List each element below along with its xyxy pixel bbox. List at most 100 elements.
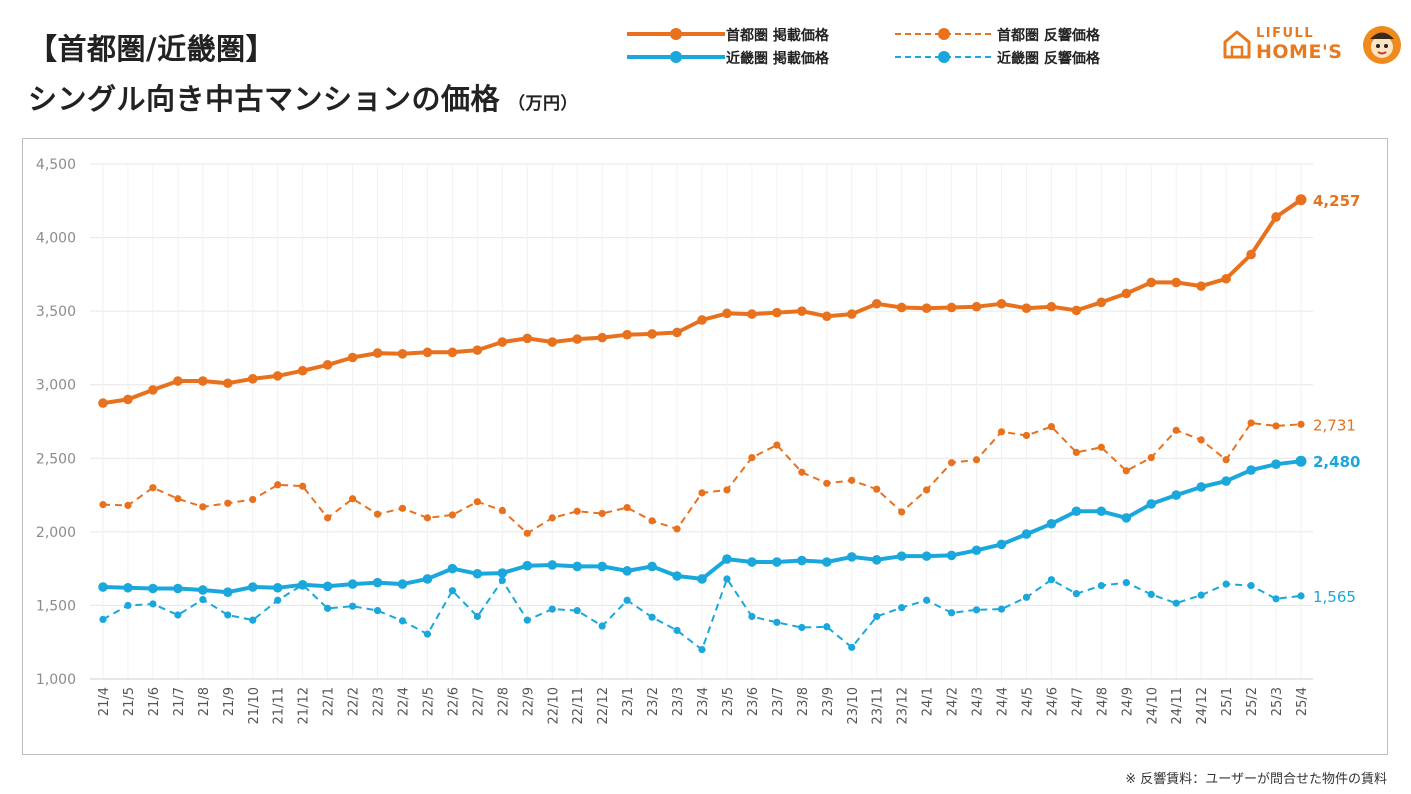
data-point — [422, 347, 433, 358]
x-tick-label: 25/1 — [1220, 687, 1235, 716]
data-point — [748, 453, 756, 462]
data-point — [672, 571, 682, 581]
data-point — [1121, 513, 1132, 523]
data-point — [1197, 436, 1205, 444]
data-point — [274, 481, 282, 489]
x-tick-label: 24/11 — [1170, 687, 1185, 724]
data-point — [1222, 456, 1230, 464]
data-point — [397, 349, 408, 359]
data-point — [1247, 581, 1255, 590]
data-point — [647, 561, 657, 572]
data-point — [598, 509, 606, 518]
data-point — [249, 495, 257, 504]
data-point — [297, 580, 308, 590]
data-point — [1046, 518, 1057, 529]
data-point — [946, 302, 957, 313]
data-point — [873, 612, 881, 621]
x-tick-label: 22/11 — [571, 687, 586, 724]
end-value-label: 4,257 — [1313, 192, 1360, 210]
data-point — [573, 507, 581, 515]
data-point — [149, 600, 157, 608]
data-point — [448, 511, 457, 519]
data-point — [299, 482, 307, 490]
data-point — [1147, 590, 1155, 598]
data-point — [698, 489, 706, 497]
data-point — [697, 574, 707, 584]
data-point — [747, 309, 757, 319]
data-point — [672, 327, 682, 338]
legend-swatches-left — [627, 28, 725, 63]
data-point — [1097, 443, 1105, 451]
legend-marker-kinki-response — [938, 51, 950, 63]
x-tick-label: 22/1 — [322, 687, 337, 716]
data-point — [1022, 593, 1031, 601]
x-tick-label: 21/11 — [272, 687, 287, 724]
data-point — [1072, 590, 1080, 598]
logo-text-lifull: LIFULL — [1256, 26, 1315, 41]
data-point — [322, 581, 333, 592]
data-point — [748, 612, 756, 621]
data-point — [848, 643, 856, 651]
data-point — [1096, 506, 1107, 517]
data-point — [846, 309, 857, 319]
legend-label-tokyo-response: 首都圏 反響価格 — [997, 28, 1100, 44]
data-point — [1022, 431, 1031, 440]
x-tick-label: 25/4 — [1295, 687, 1310, 716]
data-point — [1146, 277, 1157, 288]
y-tick-label: 3,500 — [36, 304, 76, 320]
data-point — [123, 394, 133, 405]
data-point — [797, 306, 807, 316]
data-point — [898, 604, 906, 612]
legend-label-kinki-listing: 近畿圏 掲載価格 — [726, 51, 829, 67]
data-point — [921, 551, 932, 561]
y-tick-label: 2,500 — [36, 451, 76, 467]
data-point — [224, 499, 232, 507]
x-tick-label: 23/8 — [796, 687, 811, 716]
lifull-homes-logo: LIFULL HOME'S — [1222, 24, 1402, 66]
x-tick-label: 23/7 — [771, 687, 786, 716]
data-point — [324, 514, 332, 522]
y-tick-label: 1,000 — [36, 672, 76, 688]
y-tick-label: 2,000 — [36, 525, 76, 541]
legend-label-tokyo-listing: 首都圏 掲載価格 — [726, 28, 829, 44]
x-tick-label: 23/10 — [846, 687, 861, 724]
x-tick-label: 24/9 — [1120, 687, 1135, 716]
x-tick-label: 22/2 — [347, 687, 362, 716]
data-point — [1246, 465, 1256, 475]
x-tick-label: 24/10 — [1145, 687, 1160, 724]
data-point — [199, 595, 207, 604]
data-point — [573, 606, 581, 615]
data-point — [1246, 249, 1256, 260]
data-point — [597, 561, 607, 572]
data-point — [272, 582, 283, 593]
data-point — [622, 566, 632, 576]
data-point — [249, 616, 257, 624]
data-point — [174, 611, 182, 619]
data-point — [1272, 595, 1280, 603]
data-point — [798, 468, 806, 476]
x-tick-label: 23/11 — [871, 687, 886, 724]
data-point — [373, 510, 382, 518]
data-point — [1297, 420, 1305, 428]
x-tick-label: 22/6 — [446, 687, 461, 716]
data-point — [798, 623, 806, 632]
data-point — [673, 525, 681, 533]
data-point — [773, 618, 781, 626]
data-point — [1196, 281, 1206, 291]
data-point — [522, 333, 533, 344]
data-point — [597, 332, 607, 343]
data-point — [124, 501, 132, 509]
data-point — [1221, 273, 1231, 284]
chart-title-main: シングル向き中古マンションの価格 — [28, 82, 501, 116]
data-point — [198, 376, 208, 386]
data-point — [1172, 426, 1180, 434]
x-tick-label: 24/12 — [1195, 687, 1210, 724]
data-point — [647, 329, 657, 339]
data-point — [423, 630, 432, 638]
x-tick-label: 23/12 — [896, 687, 911, 724]
data-point — [348, 495, 357, 503]
x-tick-label: 24/7 — [1070, 687, 1085, 716]
x-tick-label: 22/12 — [596, 687, 611, 724]
data-point — [846, 552, 857, 562]
